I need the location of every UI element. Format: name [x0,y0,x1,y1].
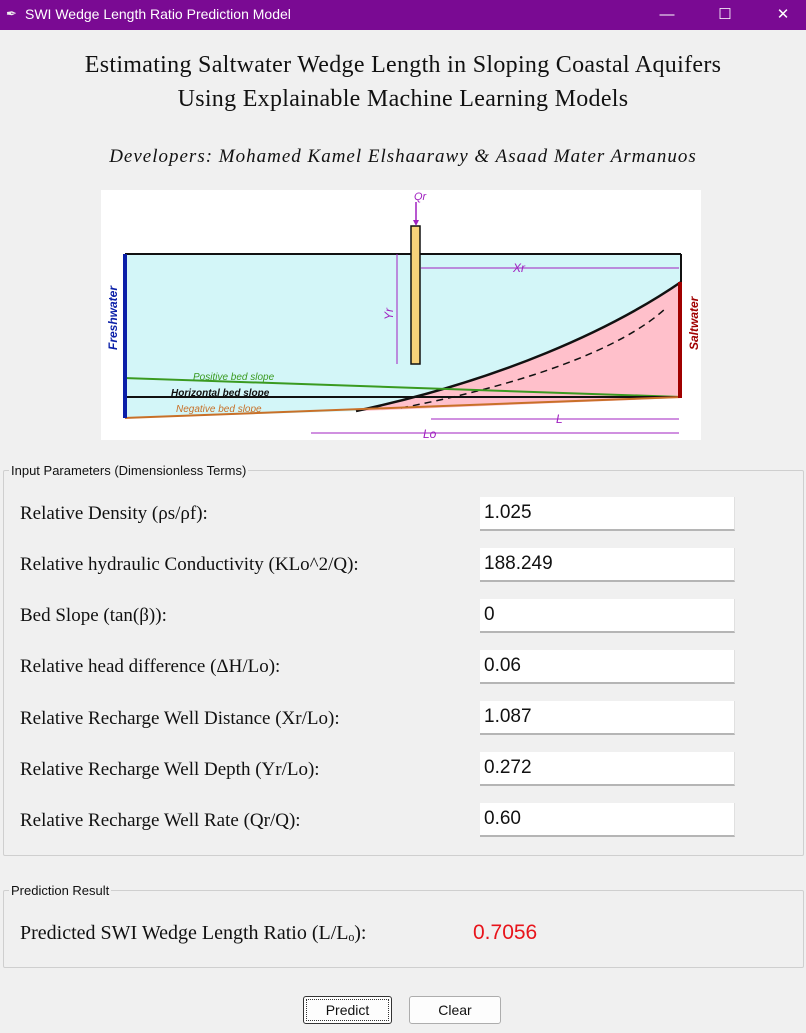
freshwater-label: Freshwater [106,285,120,350]
well-rate-input[interactable] [480,803,735,837]
yr-label: Yr [382,307,396,320]
predict-button[interactable]: Predict [303,996,392,1024]
positive-bed-slope-line [124,377,682,398]
qr-label: Qr [414,191,428,203]
window-titlebar: ✒ SWI Wedge Length Ratio Prediction Mode… [0,0,806,30]
minimize-button[interactable]: — [659,6,675,23]
freshwater-region [125,254,681,418]
qr-arrowhead [413,220,419,226]
predicted-ratio-value: 0.7056 [473,921,538,944]
head-difference-input[interactable] [480,650,735,684]
hydraulic-conductivity-label: Relative hydraulic Conductivity (KLo^2/Q… [20,554,359,575]
prediction-result-group [3,890,804,968]
input-parameters-title: Input Parameters (Dimensionless Terms) [9,463,249,478]
well-depth-input[interactable] [480,752,735,786]
well-distance-input[interactable] [480,701,735,735]
relative-density-input[interactable] [480,497,735,531]
saltwater-label: Saltwater [687,295,701,350]
xr-label: Xr [512,261,526,275]
window-title: SWI Wedge Length Ratio Prediction Model [25,6,291,22]
feather-icon: ✒ [6,6,17,21]
recharge-well [410,225,421,365]
page-title-line1: Estimating Saltwater Wedge Length in Slo… [84,52,722,78]
head-difference-label: Relative head difference (ΔH/Lo): [20,656,281,677]
prediction-result-title: Prediction Result [9,883,112,898]
lo-label: Lo [423,427,437,440]
relative-density-label: Relative Density (ρs/ρf): [20,503,208,524]
positive-slope-label: Positive bed slope [193,372,275,383]
maximize-button[interactable]: ☐ [718,6,732,23]
well-distance-label: Relative Recharge Well Distance (Xr/Lo): [20,708,340,729]
saltwater-wedge [361,282,681,411]
close-button[interactable]: ✕ [776,6,790,23]
predicted-ratio-label: Predicted SWI Wedge Length Ratio (L/Lₒ): [20,922,367,944]
well-rate-label: Relative Recharge Well Rate (Qr/Q): [20,810,301,831]
aquifer-diagram-svg: Qr Xr Yr Freshwater Saltwater Positive b… [106,191,701,441]
bed-slope-label: Bed Slope (tan(β)): [20,605,167,626]
input-parameters-group [3,470,804,856]
negative-bed-slope-line [124,396,682,419]
page-title-line2: Using Explainable Machine Learning Model… [177,86,629,112]
developers-credit: Developers: Mohamed Kamel Elshaarawy & A… [109,146,697,167]
well-depth-label: Relative Recharge Well Depth (Yr/Lo): [20,759,320,780]
hydraulic-conductivity-input[interactable] [480,548,735,582]
bed-slope-input[interactable] [480,599,735,633]
negative-slope-label: Negative bed slope [176,404,262,415]
clear-button[interactable]: Clear [409,996,501,1024]
l-label: L [556,412,563,426]
horizontal-slope-label: Horizontal bed slope [171,388,270,399]
aquifer-diagram: Qr Xr Yr Freshwater Saltwater Positive b… [101,190,701,441]
